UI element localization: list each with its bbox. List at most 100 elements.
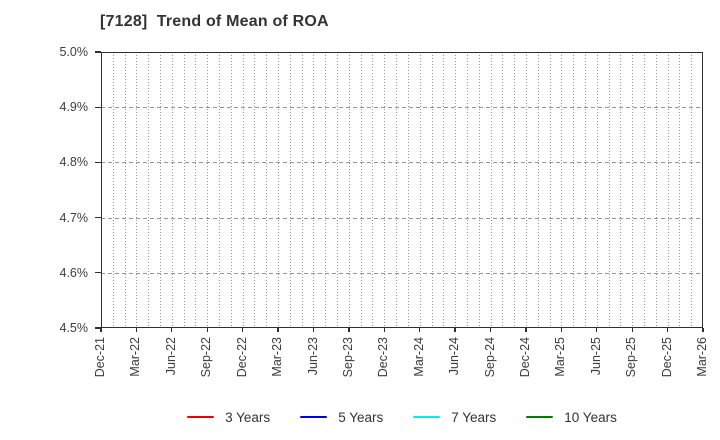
x-tick-label: Sep-22 [199, 337, 214, 378]
y-tick-label: 4.8% [59, 155, 89, 170]
y-tick-label: 4.5% [59, 321, 89, 335]
v-gridline [431, 52, 433, 328]
legend-line-swatch [413, 415, 441, 419]
x-tick-label: Sep-24 [482, 337, 497, 378]
x-tick-label: Jun-24 [447, 337, 462, 376]
x-tick-mark [206, 328, 208, 332]
v-gridline [632, 52, 634, 328]
x-tick-label: Mar-26 [695, 337, 709, 377]
y-tick-mark [95, 327, 101, 329]
v-gridline [207, 52, 209, 328]
v-gridline [325, 52, 327, 328]
v-gridline [407, 52, 409, 328]
v-gridline [160, 52, 162, 328]
v-gridline [455, 52, 457, 328]
v-gridline [525, 52, 527, 328]
v-gridline [549, 52, 551, 328]
v-gridline [254, 52, 256, 328]
y-tick-label: 4.9% [59, 100, 89, 115]
v-gridline [266, 52, 268, 328]
v-gridline [643, 52, 645, 328]
legend-item: 7 Years [413, 410, 496, 425]
v-gridline [289, 52, 291, 328]
v-gridline [124, 52, 126, 328]
v-gridline [278, 52, 280, 328]
x-tick-mark [277, 328, 279, 332]
v-gridline [230, 52, 232, 328]
x-tick-mark [489, 328, 492, 332]
v-gridline [584, 52, 586, 328]
x-tick-mark [560, 328, 563, 332]
v-gridline [596, 52, 598, 328]
chart-legend: 3 Years 5 Years 7 Years 10 Years [101, 406, 703, 428]
x-tick-mark [135, 328, 138, 332]
legend-item: 10 Years [526, 410, 617, 425]
x-tick-mark [419, 328, 421, 332]
chart-title: [7128] Trend of Mean of ROA [100, 13, 329, 30]
v-gridline [372, 52, 374, 328]
y-tick-mark [95, 106, 101, 108]
x-tick-label: Dec-21 [93, 337, 107, 378]
h-gridline [101, 162, 703, 164]
v-gridline [360, 52, 362, 328]
v-gridline [561, 52, 563, 328]
x-tick-label: Sep-25 [624, 337, 639, 378]
x-tick-label: Mar-25 [553, 337, 568, 377]
v-gridline [620, 52, 622, 328]
y-tick-label: 4.7% [59, 210, 89, 225]
v-gridline [348, 52, 350, 328]
x-tick-mark [666, 328, 669, 332]
y-tick-mark [95, 272, 101, 274]
x-tick-mark [596, 328, 598, 332]
x-tick-mark [702, 328, 704, 332]
h-gridline [101, 272, 703, 274]
x-tick-label: Sep-23 [340, 337, 355, 378]
v-gridline [667, 52, 669, 328]
y-tick-mark [95, 161, 101, 164]
x-tick-label: Mar-23 [270, 337, 285, 377]
legend-label: 10 Years [564, 409, 617, 425]
v-gridline [136, 52, 138, 328]
legend-line-swatch [300, 415, 328, 419]
plot-area [101, 52, 703, 328]
legend-label: 3 Years [225, 409, 271, 425]
v-gridline [502, 52, 504, 328]
legend-line-swatch [187, 415, 215, 419]
legend-label: 5 Years [338, 409, 384, 425]
v-gridline [679, 52, 681, 328]
y-tick-mark [95, 51, 101, 53]
legend-label: 7 Years [451, 409, 497, 425]
v-gridline [112, 52, 114, 328]
v-gridline [337, 52, 339, 328]
v-gridline [691, 52, 693, 328]
v-gridline [537, 52, 539, 328]
x-tick-label: Jun-22 [163, 337, 178, 376]
x-tick-mark [171, 328, 173, 332]
x-tick-mark [383, 328, 385, 332]
x-tick-mark [454, 328, 456, 332]
x-tick-label: Dec-24 [517, 337, 532, 378]
axis-border [101, 52, 703, 328]
legend-line-swatch [526, 415, 554, 419]
v-gridline [396, 52, 398, 328]
v-gridline [655, 52, 657, 328]
v-gridline [301, 52, 303, 328]
x-tick-mark [525, 328, 527, 332]
v-gridline [573, 52, 575, 328]
legend-item: 5 Years [300, 410, 383, 425]
v-gridline [148, 52, 150, 328]
x-tick-label: Mar-24 [411, 337, 426, 377]
v-gridline [419, 52, 421, 328]
x-tick-mark [100, 328, 102, 332]
v-gridline [219, 52, 221, 328]
v-gridline [514, 52, 516, 328]
v-gridline [490, 52, 492, 328]
v-gridline [608, 52, 610, 328]
v-gridline [242, 52, 244, 328]
v-gridline [171, 52, 173, 328]
y-tick-label: 5.0% [59, 45, 89, 59]
h-gridline [101, 217, 703, 219]
v-gridline [443, 52, 445, 328]
y-tick-mark [95, 216, 101, 219]
